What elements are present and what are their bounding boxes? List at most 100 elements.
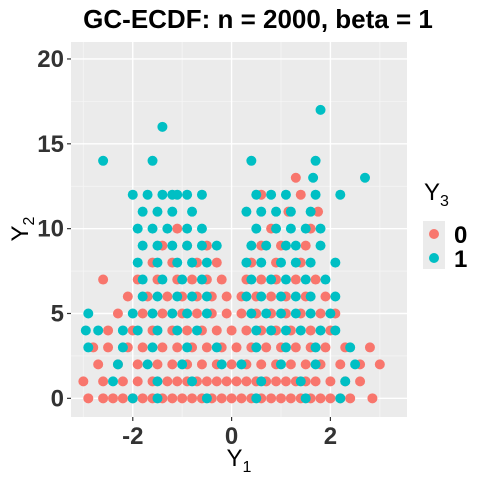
point-y3-1	[196, 223, 207, 234]
point-y3-0	[300, 240, 311, 251]
point-y3-1	[241, 291, 252, 302]
point-y3-1	[285, 223, 296, 234]
point-y3-0	[256, 274, 267, 285]
point-y3-1	[256, 257, 267, 268]
x-tick-label: 2	[324, 423, 337, 450]
point-y3-1	[305, 257, 316, 268]
point-y3-1	[117, 325, 128, 336]
point-y3-0	[221, 376, 232, 387]
point-y3-1	[335, 189, 346, 200]
point-y3-0	[325, 376, 336, 387]
point-y3-1	[201, 308, 212, 319]
point-y3-1	[310, 189, 321, 200]
point-y3-1	[152, 206, 163, 217]
point-y3-1	[127, 393, 138, 404]
point-y3-1	[137, 274, 148, 285]
point-y3-0	[221, 308, 232, 319]
point-y3-0	[132, 359, 143, 370]
point-y3-1	[147, 308, 158, 319]
point-y3-1	[246, 240, 257, 251]
point-y3-0	[266, 291, 277, 302]
point-y3-0	[201, 342, 212, 353]
point-y3-0	[108, 393, 118, 404]
point-y3-1	[152, 376, 163, 387]
point-y3-1	[172, 189, 183, 200]
point-y3-1	[201, 291, 212, 302]
y-axis-title-main: Y	[7, 225, 34, 241]
point-y3-1	[132, 257, 143, 268]
point-y3-0	[83, 393, 94, 404]
point-y3-0	[103, 342, 114, 353]
point-y3-0	[295, 189, 306, 200]
point-y3-1	[236, 359, 247, 370]
legend: Y3 01	[423, 179, 467, 273]
point-y3-1	[290, 308, 301, 319]
point-y3-1	[83, 308, 94, 319]
point-y3-0	[315, 393, 326, 404]
legend-key-background	[423, 221, 445, 269]
point-y3-1	[177, 274, 188, 285]
point-y3-0	[256, 359, 267, 370]
point-y3-0	[167, 393, 178, 404]
point-y3-1	[132, 223, 143, 234]
point-y3-1	[93, 325, 104, 336]
point-y3-0	[98, 376, 109, 387]
point-y3-0	[157, 308, 168, 319]
point-y3-1	[127, 308, 138, 319]
point-y3-0	[162, 291, 173, 302]
point-y3-1	[137, 291, 148, 302]
x-axis-title-main: Y	[227, 445, 243, 472]
point-y3-0	[367, 393, 378, 404]
point-y3-0	[112, 308, 123, 319]
point-y3-1	[211, 342, 222, 353]
point-y3-1	[276, 291, 286, 302]
x-tick-label: -2	[122, 423, 143, 450]
point-y3-1	[280, 325, 291, 336]
point-y3-0	[364, 342, 375, 353]
point-y3-1	[280, 342, 291, 353]
point-y3-1	[251, 189, 262, 200]
point-y3-1	[266, 189, 277, 200]
legend-label-0: 0	[454, 222, 467, 249]
data-points	[78, 104, 385, 404]
point-y3-1	[98, 155, 109, 166]
point-y3-1	[276, 257, 286, 268]
point-y3-0	[93, 359, 104, 370]
point-y3-1	[315, 240, 326, 251]
point-y3-0	[313, 206, 324, 217]
point-y3-0	[271, 376, 282, 387]
point-y3-1	[157, 189, 168, 200]
point-y3-0	[137, 393, 148, 404]
point-y3-1	[167, 308, 178, 319]
point-y3-1	[142, 189, 153, 200]
point-y3-0	[226, 359, 237, 370]
point-y3-0	[290, 274, 301, 285]
point-y3-1	[246, 155, 257, 166]
point-y3-0	[172, 376, 183, 387]
point-y3-0	[137, 308, 148, 319]
point-y3-1	[266, 325, 277, 336]
x-tick-label: 0	[225, 423, 238, 450]
x-axis-title-subscript: 1	[243, 459, 252, 476]
point-y3-0	[266, 393, 277, 404]
point-y3-0	[226, 393, 237, 404]
point-y3-1	[315, 104, 326, 115]
plot-panel	[71, 42, 407, 417]
point-y3-1	[280, 240, 291, 251]
point-y3-1	[246, 274, 257, 285]
point-y3-1	[330, 325, 341, 336]
point-y3-1	[152, 257, 163, 268]
point-y3-1	[187, 257, 198, 268]
point-y3-1	[290, 257, 301, 268]
point-y3-0	[305, 325, 316, 336]
point-y3-1	[147, 223, 158, 234]
point-y3-1	[335, 393, 346, 404]
point-y3-0	[276, 393, 286, 404]
point-y3-1	[300, 223, 311, 234]
point-y3-1	[300, 274, 311, 285]
point-y3-1	[305, 291, 316, 302]
point-y3-1	[132, 325, 143, 336]
point-y3-1	[241, 257, 252, 268]
point-y3-1	[308, 172, 319, 183]
